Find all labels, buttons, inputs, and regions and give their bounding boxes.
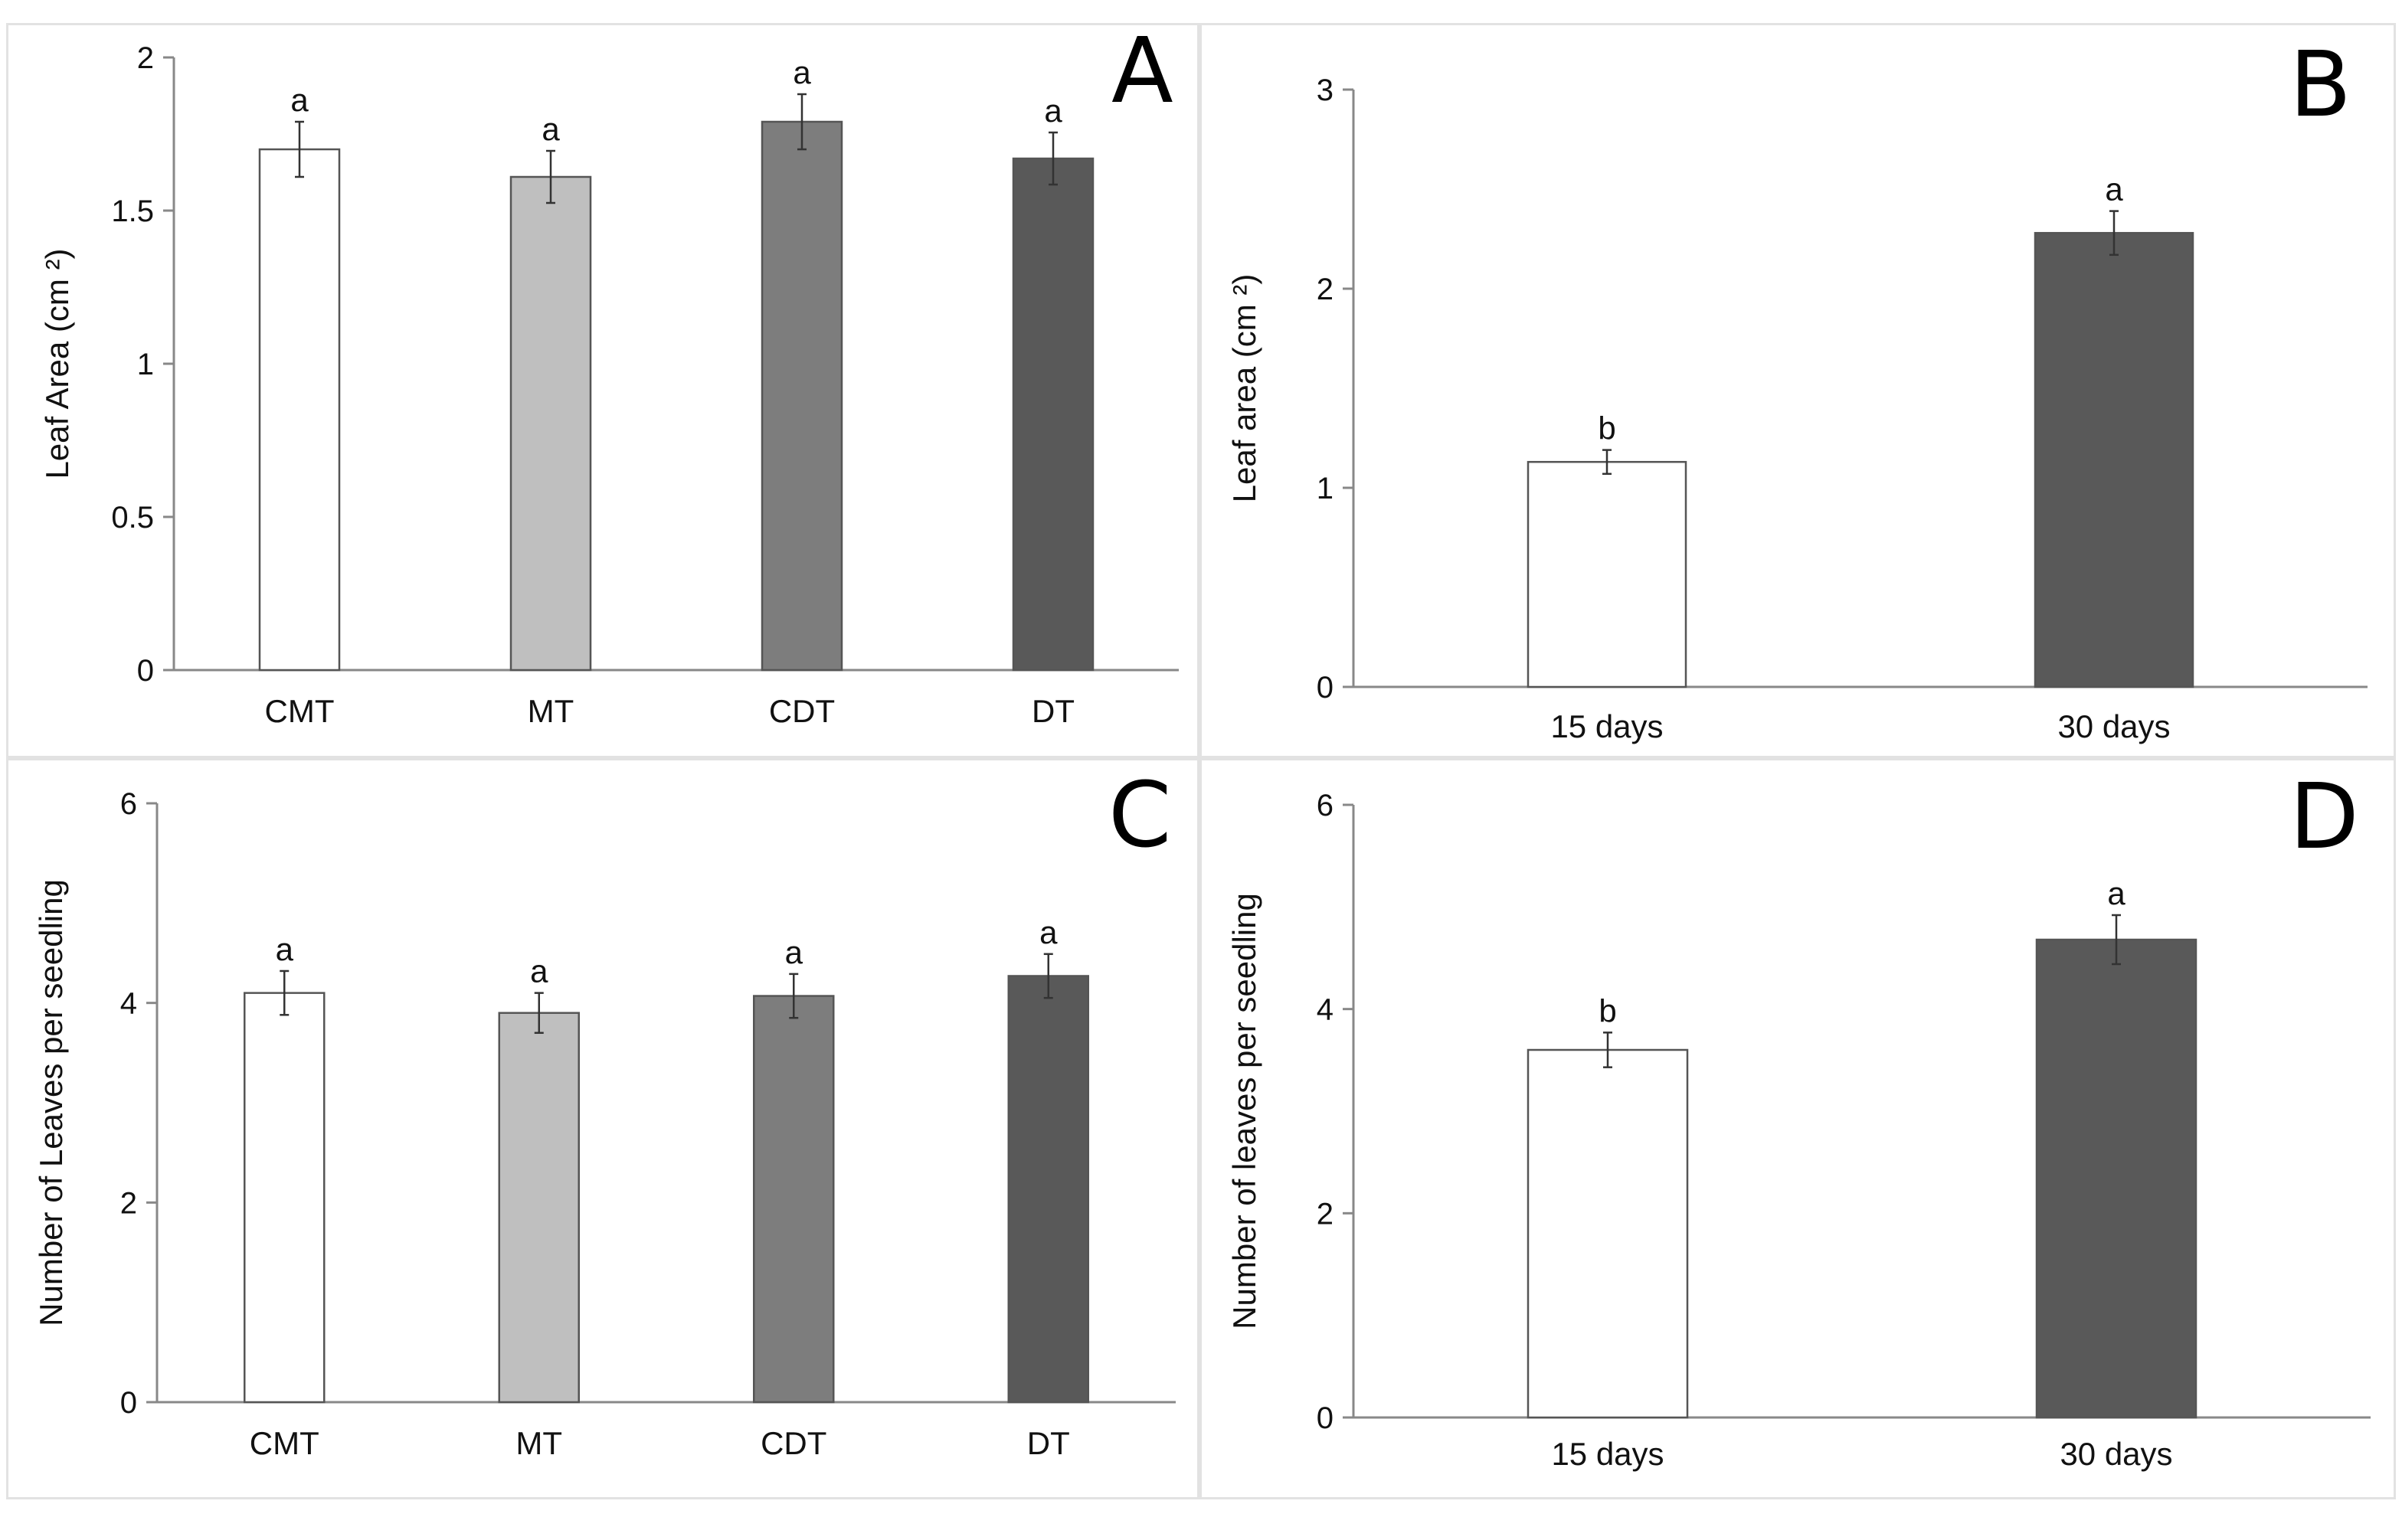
chart-svg: 0 2 4 6 Number of leaves per seedling b 15 day…	[1226, 763, 2371, 1472]
x-tick-label: DT	[1027, 1425, 1070, 1461]
bar	[2035, 938, 2197, 1419]
y-tick-label: 1	[137, 348, 154, 381]
significance-letter: a	[793, 54, 811, 90]
bar	[2034, 231, 2194, 688]
x-tick-label: CDT	[761, 1425, 826, 1461]
y-axis-title: Number of leaves per seedling	[1226, 893, 1262, 1329]
chart-panel-a: 0 0.5 1 1.5 2 Leaf Area (cm ²) a CMT a MT a CDT a DT A	[6, 23, 1199, 758]
significance-letter: a	[1044, 93, 1062, 129]
x-tick-label: MT	[528, 693, 574, 729]
y-axis-title: Leaf Area (cm ²)	[39, 248, 75, 479]
y-tick-label: 0	[1317, 671, 1334, 705]
chart-svg: 0 1 2 3 Leaf area (cm ²) b 15 days a 30 days B	[1226, 31, 2368, 744]
x-tick-label: 15 days	[1551, 1436, 1664, 1472]
y-tick-label: 3	[1317, 74, 1334, 107]
y-tick-label: 0	[120, 1386, 137, 1420]
significance-letter: a	[2107, 875, 2125, 911]
y-tick-label: 1	[1317, 472, 1334, 505]
y-tick-label: 6	[1317, 789, 1334, 822]
panel-label: A	[1111, 25, 1173, 123]
significance-letter: a	[290, 82, 309, 118]
bar	[1527, 460, 1687, 688]
x-tick-label: 15 days	[1550, 708, 1663, 744]
significance-letter: a	[530, 953, 548, 989]
y-tick-label: 0	[1317, 1401, 1334, 1435]
y-tick-label: 0	[137, 654, 154, 688]
y-tick-label: 4	[120, 987, 137, 1021]
y-tick-label: 6	[120, 787, 137, 821]
x-tick-label: 30 days	[2060, 1436, 2172, 1472]
y-tick-label: 0.5	[111, 501, 154, 535]
bar	[1012, 157, 1095, 672]
significance-letter: b	[1598, 410, 1615, 446]
chart-panel-b: 0 1 2 3 Leaf area (cm ²) b 15 days a 30 days B	[1199, 23, 2396, 758]
panel-label: D	[2289, 763, 2359, 869]
panel-label: B	[2289, 31, 2351, 137]
x-tick-label: DT	[1032, 693, 1075, 729]
bar	[509, 175, 592, 672]
y-axis-title: Number of Leaves per seedling	[33, 879, 69, 1326]
significance-letter: a	[1039, 914, 1058, 950]
x-tick-label: 30 days	[2057, 708, 2170, 744]
bar	[244, 992, 326, 1404]
chart-svg: 0 2 4 6 Number of Leaves per seedling a CMT a MT…	[33, 762, 1176, 1461]
bar	[1007, 975, 1089, 1404]
x-tick-label: CMT	[265, 693, 335, 729]
bar	[258, 148, 341, 672]
chart-panel-d: 0 2 4 6 Number of leaves per seedling b 15 day…	[1199, 758, 2396, 1499]
y-tick-label: 2	[137, 41, 154, 75]
y-tick-label: 2	[1317, 273, 1334, 306]
y-tick-label: 2	[120, 1186, 137, 1220]
significance-letter: a	[785, 934, 803, 970]
chart-svg: 0 0.5 1 1.5 2 Leaf Area (cm ²) a CMT a MT a CDT a DT A	[39, 25, 1179, 729]
significance-letter: a	[542, 111, 560, 147]
x-tick-label: CMT	[250, 1425, 319, 1461]
bar	[498, 1012, 580, 1404]
y-tick-label: 1.5	[111, 195, 154, 228]
x-tick-label: CDT	[769, 693, 835, 729]
chart-panel-c: 0 2 4 6 Number of Leaves per seedling a CMT a MT…	[6, 758, 1199, 1499]
y-tick-label: 2	[1317, 1197, 1334, 1231]
bar	[761, 120, 843, 672]
significance-letter: b	[1599, 992, 1616, 1028]
bar	[753, 995, 835, 1404]
y-axis-title: Leaf area (cm ²)	[1226, 274, 1262, 503]
x-tick-label: MT	[515, 1425, 562, 1461]
bar	[1527, 1048, 1689, 1419]
panel-label: C	[1108, 762, 1171, 868]
significance-letter: a	[2105, 172, 2123, 208]
significance-letter: a	[276, 931, 294, 967]
y-tick-label: 4	[1317, 993, 1334, 1027]
